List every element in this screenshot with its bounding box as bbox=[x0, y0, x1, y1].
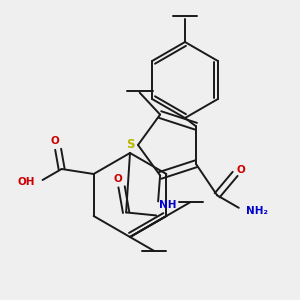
Text: O: O bbox=[51, 136, 59, 146]
Text: NH: NH bbox=[159, 200, 177, 210]
Text: NH₂: NH₂ bbox=[246, 206, 268, 216]
Text: O: O bbox=[113, 174, 122, 184]
Text: OH: OH bbox=[18, 177, 35, 187]
Text: S: S bbox=[126, 139, 134, 152]
Text: O: O bbox=[237, 165, 245, 175]
